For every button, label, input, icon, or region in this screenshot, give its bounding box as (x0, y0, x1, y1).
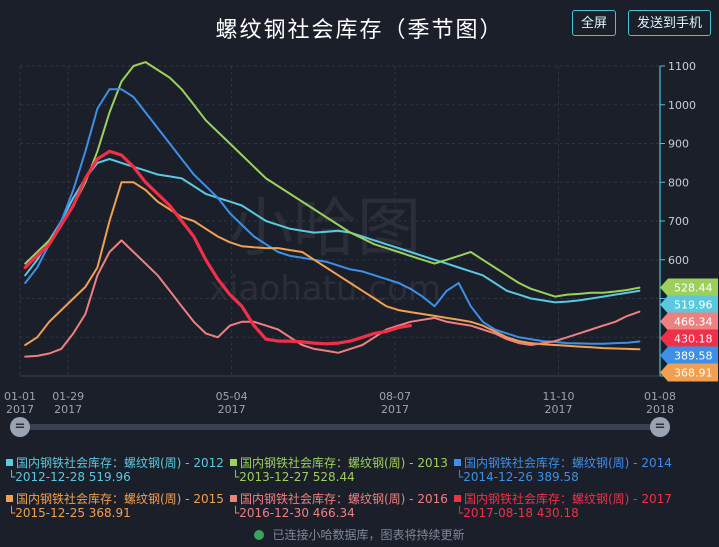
legend-series-name: 国内钢铁社会库存：螺纹钢(周) - 2017 (464, 492, 672, 506)
status-text: 已连接小哈数据库，图表将持续更新 (272, 528, 465, 542)
y-tick-label: 600 (668, 254, 689, 267)
x-tick-year-label: 2017 (381, 403, 409, 416)
legend-last-value: └2014-12-26 389.58 (456, 470, 579, 484)
end-value-label: 519.96 (674, 298, 713, 311)
seasonal-line-chart: 小哈图xiaohatu.com01-01201701-29201705-0420… (4, 60, 718, 416)
x-tick-date-label: 01-29 (52, 390, 84, 403)
connected-indicator-icon (254, 530, 265, 540)
legend-swatch-icon (454, 495, 461, 502)
y-tick-label: 800 (668, 176, 689, 189)
end-value-flag (660, 312, 718, 331)
legend-swatch-icon (454, 459, 461, 466)
range-slider-left-handle[interactable] (10, 417, 30, 437)
y-tick-label: 1000 (668, 99, 696, 112)
legend-swatch-icon (6, 459, 13, 466)
x-tick-date-label: 01-08 (644, 390, 676, 403)
x-tick-date-label: 01-01 (4, 390, 36, 403)
end-value-label: 430.18 (674, 332, 713, 345)
legend-item[interactable]: 国内钢铁社会库存：螺纹钢(周) - 2013 └2013-12-27 528.44 (230, 456, 448, 484)
x-tick-year-label: 2017 (218, 403, 246, 416)
watermark-site: xiaohatu.com (209, 269, 441, 309)
series-line-2017 (23, 149, 413, 346)
legend-last-value: └2013-12-27 528.44 (232, 470, 355, 484)
x-tick-year-label: 2017 (6, 403, 34, 416)
legend-item[interactable]: 国内钢铁社会库存：螺纹钢(周) - 2017 └2017-08-18 430.18 (454, 492, 672, 520)
end-value-flag (660, 278, 718, 297)
legend-last-value: └2017-08-18 430.18 (456, 506, 579, 520)
legend-series-name: 国内钢铁社会库存：螺纹钢(周) - 2014 (464, 456, 672, 470)
fullscreen-button[interactable]: 全屏 (572, 10, 617, 36)
x-tick-date-label: 05-04 (216, 390, 248, 403)
range-slider-right-handle[interactable] (650, 417, 670, 437)
legend-item[interactable]: 国内钢铁社会库存：螺纹钢(周) - 2015 └2015-12-25 368.91 (6, 492, 224, 520)
legend-item[interactable]: 国内钢铁社会库存：螺纹钢(周) - 2016 └2016-12-30 466.34 (230, 492, 448, 520)
end-value-flag (660, 295, 718, 314)
legend-item[interactable]: 国内钢铁社会库存：螺纹钢(周) - 2012 └2012-12-28 519.96 (6, 456, 224, 484)
legend-last-value: └2012-12-28 519.96 (8, 470, 131, 484)
legend-swatch-icon (6, 495, 13, 502)
legend-swatch-icon (230, 495, 237, 502)
x-tick-date-label: 08-07 (379, 390, 411, 403)
end-value-label: 368.91 (674, 366, 713, 379)
y-tick-label: 700 (668, 215, 689, 228)
end-value-flag (660, 346, 718, 365)
end-value-flag (660, 363, 718, 382)
end-value-flag (660, 329, 718, 348)
watermark-logo: 小哈图 (229, 192, 421, 266)
end-value-label: 528.44 (674, 281, 713, 294)
legend-series-name: 国内钢铁社会库存：螺纹钢(周) - 2012 (16, 456, 224, 470)
series-line-2014 (24, 88, 641, 345)
x-tick-date-label: 11-10 (543, 390, 575, 403)
end-value-label: 466.34 (674, 315, 713, 328)
chart-title: 螺纹钢社会库存（季节图） (215, 18, 504, 43)
x-tick-year-label: 2017 (544, 403, 572, 416)
connection-status: 已连接小哈数据库，图表将持续更新 (0, 526, 719, 543)
x-tick-year-label: 2018 (646, 403, 674, 416)
send-to-phone-button[interactable]: 发送到手机 (628, 10, 712, 36)
range-slider-track[interactable] (20, 424, 660, 430)
legend-series-name: 国内钢铁社会库存：螺纹钢(周) - 2016 (240, 492, 448, 506)
legend-swatch-icon (230, 459, 237, 466)
series-line-2016 (24, 239, 641, 358)
y-tick-label: 900 (668, 138, 689, 151)
end-value-label: 389.58 (674, 349, 713, 362)
legend-series-name: 国内钢铁社会库存：螺纹钢(周) - 2013 (240, 456, 448, 470)
legend-last-value: └2016-12-30 466.34 (232, 506, 355, 520)
series-line-2013 (24, 61, 641, 298)
series-line-2012 (24, 158, 641, 304)
legend-item[interactable]: 国内钢铁社会库存：螺纹钢(周) - 2014 └2014-12-26 389.58 (454, 456, 672, 484)
legend-last-value: └2015-12-25 368.91 (8, 506, 131, 520)
legend-series-name: 国内钢铁社会库存：螺纹钢(周) - 2015 (16, 492, 224, 506)
x-tick-year-label: 2017 (54, 403, 82, 416)
y-tick-label: 1100 (668, 60, 696, 73)
